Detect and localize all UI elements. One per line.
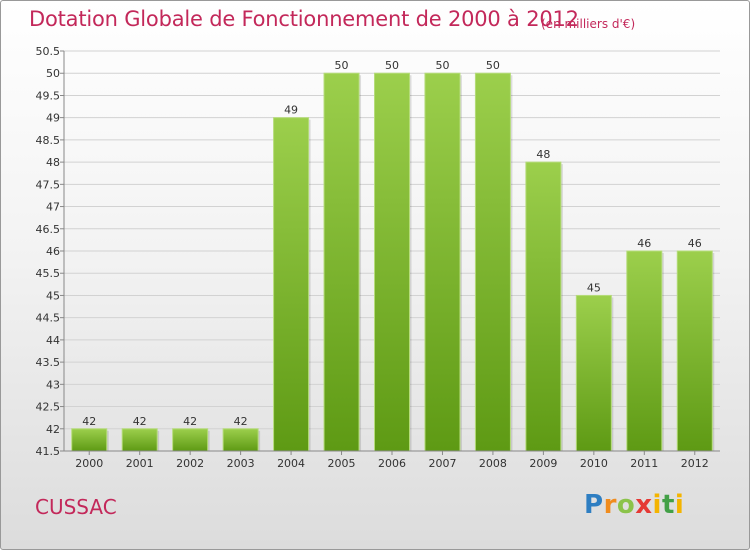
bars <box>71 72 715 452</box>
y-tick-label: 46 <box>46 245 60 258</box>
x-tick-label: 2002 <box>176 457 204 470</box>
bar-value-label: 50 <box>486 59 500 72</box>
bar <box>172 428 209 452</box>
x-tick-label: 2011 <box>630 457 658 470</box>
bar-value-label: 48 <box>536 148 550 161</box>
x-tick-label: 2010 <box>580 457 608 470</box>
y-tick-label: 49.5 <box>36 89 61 102</box>
logo-letter: x <box>635 490 653 520</box>
x-tick-label: 2012 <box>681 457 709 470</box>
x-tick-label: 2005 <box>328 457 356 470</box>
bar <box>323 72 360 452</box>
y-tick-label: 43.5 <box>36 356 61 369</box>
logo-letter: o <box>616 490 636 520</box>
bar <box>525 161 562 452</box>
x-tick-label: 2006 <box>378 457 406 470</box>
y-tick-label: 46.5 <box>36 223 61 236</box>
chart-title: Dotation Globale de Fonctionnement de 20… <box>29 7 579 31</box>
bar-value-label: 50 <box>385 59 399 72</box>
city-name: CUSSAC <box>35 495 117 519</box>
bar-value-label: 42 <box>234 415 248 428</box>
logo-letter: i <box>674 490 685 520</box>
y-tick-label: 42.5 <box>36 401 61 414</box>
axes <box>60 50 720 455</box>
bar-value-label: 49 <box>284 104 298 117</box>
logo-letter: r <box>603 490 617 520</box>
x-tick-label: 2003 <box>227 457 255 470</box>
bar-value-label: 42 <box>183 415 197 428</box>
y-tick-label: 43 <box>46 378 60 391</box>
bar <box>71 428 108 452</box>
x-tick-label: 2007 <box>428 457 456 470</box>
y-tick-label: 48.5 <box>36 134 61 147</box>
bar-value-label: 46 <box>688 237 702 250</box>
bar <box>575 294 612 452</box>
bar-value-label: 45 <box>587 281 601 294</box>
bar <box>121 428 158 452</box>
bar-value-label: 42 <box>133 415 147 428</box>
x-tick-label: 2009 <box>529 457 557 470</box>
unit-note: (en milliers d'€) <box>541 17 636 31</box>
bar <box>676 250 713 452</box>
y-tick-label: 50 <box>46 67 60 80</box>
y-tick-label: 41.5 <box>36 445 61 458</box>
y-tick-label: 44.5 <box>36 312 61 325</box>
x-tick-label: 2000 <box>75 457 103 470</box>
bar <box>424 72 461 452</box>
proxiti-logo: Proxiti <box>584 490 684 520</box>
bar <box>374 72 410 452</box>
bar <box>273 117 310 452</box>
bar <box>626 250 663 452</box>
bar-value-label: 42 <box>82 415 96 428</box>
bar-value-label: 50 <box>435 59 449 72</box>
y-tick-label: 45 <box>46 289 60 302</box>
bar <box>222 428 259 452</box>
logo-letter: t <box>661 490 675 520</box>
y-tick-label: 44 <box>46 334 60 347</box>
bar <box>474 72 511 452</box>
x-tick-label: 2004 <box>277 457 305 470</box>
logo-letter: P <box>584 490 604 520</box>
x-tick-label: 2008 <box>479 457 507 470</box>
logo-letter: i <box>652 490 662 520</box>
bar-value-label: 50 <box>335 59 349 72</box>
x-tick-label: 2001 <box>126 457 154 470</box>
y-tick-label: 47.5 <box>36 178 61 191</box>
y-tick-label: 50.5 <box>36 45 61 58</box>
bar-value-label: 46 <box>637 237 651 250</box>
y-tick-label: 42 <box>46 423 60 436</box>
labels: 41.5 42 42.5 43 43.5 44 44.5 45 45.5 46 46.5 47 47.5… <box>36 45 709 470</box>
y-tick-label: 49 <box>46 112 60 125</box>
y-tick-label: 47 <box>46 201 60 214</box>
y-tick-label: 45.5 <box>36 267 61 280</box>
y-tick-label: 48 <box>46 156 60 169</box>
